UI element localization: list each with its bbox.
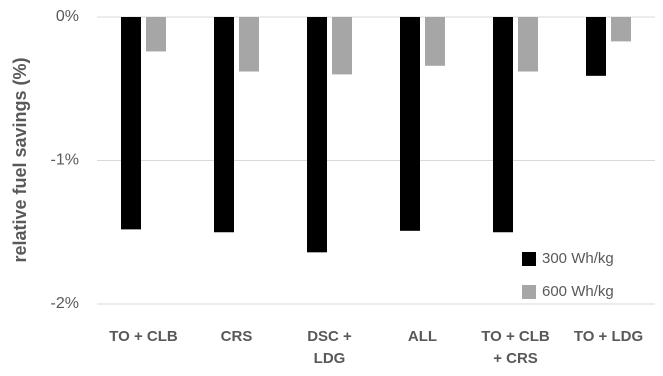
bar-300-wh-kg <box>400 17 420 231</box>
gridlines <box>97 16 655 305</box>
legend-swatch <box>522 285 536 299</box>
bar-300-wh-kg <box>493 17 513 233</box>
x-tick-label: + CRS <box>493 350 538 367</box>
bars <box>121 17 631 253</box>
y-axis-label: relative fuel savings (%) <box>10 57 30 262</box>
bar-600-wh-kg <box>425 17 445 66</box>
x-tick-label: CRS <box>221 328 253 345</box>
legend: 300 Wh/kg 600 Wh/kg <box>522 250 614 300</box>
bar-300-wh-kg <box>121 17 141 230</box>
y-tick-label: 0% <box>56 8 79 25</box>
legend-label: 600 Wh/kg <box>542 283 614 300</box>
y-axis-ticks: 0% -1% -2% <box>51 8 79 312</box>
bar-300-wh-kg <box>214 17 234 233</box>
bar-300-wh-kg <box>586 17 606 76</box>
legend-swatch <box>522 252 536 266</box>
x-tick-label: ALL <box>408 328 437 345</box>
x-tick-label: TO + CLB <box>109 328 178 345</box>
x-axis-ticks: TO + CLB CRS DSC + LDG ALL TO + CLB + CRS TO + … <box>109 328 643 367</box>
bar-600-wh-kg <box>611 17 631 42</box>
legend-label: 300 Wh/kg <box>542 250 614 267</box>
y-tick-label: -2% <box>51 295 79 312</box>
x-tick-label: TO + CLB <box>481 328 550 345</box>
bar-600-wh-kg <box>146 17 166 52</box>
x-tick-label: LDG <box>314 350 346 367</box>
x-tick-label: DSC + <box>307 328 352 345</box>
y-tick-label: -1% <box>51 152 79 169</box>
bar-600-wh-kg <box>332 17 352 75</box>
bar-600-wh-kg <box>239 17 259 72</box>
bar-600-wh-kg <box>518 17 538 72</box>
x-tick-label: TO + LDG <box>574 328 643 345</box>
bar-300-wh-kg <box>307 17 327 253</box>
